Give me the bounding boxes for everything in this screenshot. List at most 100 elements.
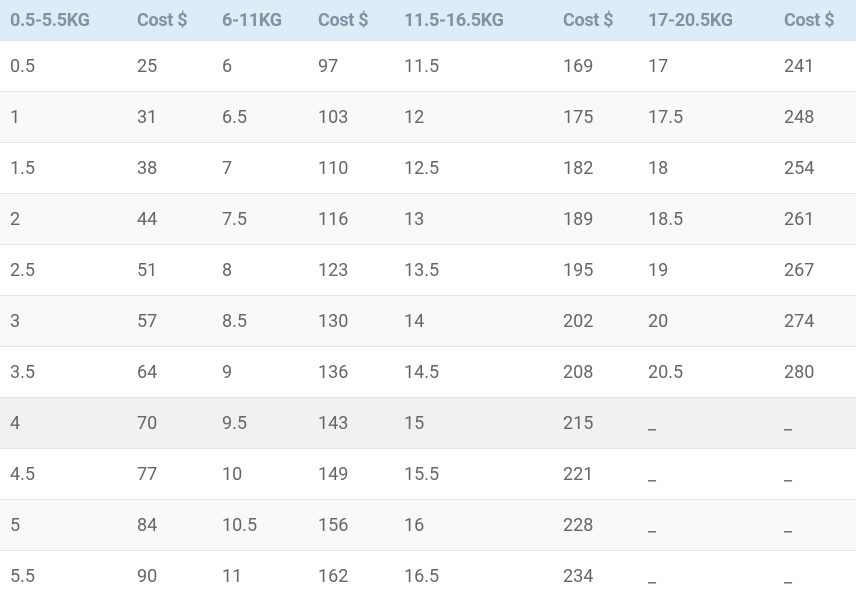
table-cell: 162 [308, 551, 394, 601]
table-cell: 4.5 [0, 449, 127, 500]
table-cell: 202 [553, 296, 638, 347]
table-cell: _ [774, 398, 856, 449]
table-cell: 195 [553, 245, 638, 296]
table-cell: 64 [127, 347, 212, 398]
table-cell: 110 [308, 143, 394, 194]
table-cell: 182 [553, 143, 638, 194]
table-cell: 51 [127, 245, 212, 296]
table-cell: 10 [212, 449, 308, 500]
table-cell: 208 [553, 347, 638, 398]
table-cell: 274 [774, 296, 856, 347]
table-cell: 215 [553, 398, 638, 449]
table-cell: 90 [127, 551, 212, 601]
table-cell: 228 [553, 500, 638, 551]
table-cell: 7 [212, 143, 308, 194]
table-cell: 267 [774, 245, 856, 296]
table-cell: 2 [0, 194, 127, 245]
table-cell: 84 [127, 500, 212, 551]
table-cell: _ [638, 551, 774, 601]
table-cell: 175 [553, 92, 638, 143]
table-cell: 149 [308, 449, 394, 500]
table-cell: 31 [127, 92, 212, 143]
table-cell: 97 [308, 41, 394, 92]
table-cell: _ [774, 500, 856, 551]
table-cell: 4 [0, 398, 127, 449]
header-cell: 11.5-16.5KG [394, 0, 553, 41]
header-cell: Cost $ [127, 0, 212, 41]
table-cell: _ [638, 500, 774, 551]
table-cell: 10.5 [212, 500, 308, 551]
table-cell: 11.5 [394, 41, 553, 92]
table-cell: 254 [774, 143, 856, 194]
table-cell: 19 [638, 245, 774, 296]
table-cell: 8.5 [212, 296, 308, 347]
table-cell: 234 [553, 551, 638, 601]
table-cell: 20 [638, 296, 774, 347]
header-cell: 6-11KG [212, 0, 308, 41]
table-cell: 2.5 [0, 245, 127, 296]
table-cell: 7.5 [212, 194, 308, 245]
table-cell: 12 [394, 92, 553, 143]
table-cell: 1 [0, 92, 127, 143]
header-cell: Cost $ [308, 0, 394, 41]
table-cell: 189 [553, 194, 638, 245]
table-cell: 123 [308, 245, 394, 296]
table-cell: 14 [394, 296, 553, 347]
table-cell: 221 [553, 449, 638, 500]
table-cell: 14.5 [394, 347, 553, 398]
header-cell: 17-20.5KG [638, 0, 774, 41]
table-cell: 6 [212, 41, 308, 92]
table-cell: 17.5 [638, 92, 774, 143]
header-cell: 0.5-5.5KG [0, 0, 127, 41]
table-cell: _ [774, 449, 856, 500]
table-cell: 136 [308, 347, 394, 398]
table-cell: 6.5 [212, 92, 308, 143]
table-cell: 18 [638, 143, 774, 194]
table-cell: 9.5 [212, 398, 308, 449]
header-cell: Cost $ [553, 0, 638, 41]
header-cell: Cost $ [774, 0, 856, 41]
table-cell: 156 [308, 500, 394, 551]
table-cell: 103 [308, 92, 394, 143]
table-cell: 116 [308, 194, 394, 245]
table-cell: _ [774, 551, 856, 601]
table-cell: 13.5 [394, 245, 553, 296]
table-cell: 261 [774, 194, 856, 245]
table-cell: 16 [394, 500, 553, 551]
table-cell: 8 [212, 245, 308, 296]
table-cell: 44 [127, 194, 212, 245]
table-cell: 17 [638, 41, 774, 92]
table-cell: 3 [0, 296, 127, 347]
table-cell: _ [638, 449, 774, 500]
table-cell: 280 [774, 347, 856, 398]
table-cell: _ [638, 398, 774, 449]
table-cell: 9 [212, 347, 308, 398]
table-cell: 38 [127, 143, 212, 194]
table-cell: 20.5 [638, 347, 774, 398]
table-cell: 15.5 [394, 449, 553, 500]
table-cell: 5.5 [0, 551, 127, 601]
table-cell: 25 [127, 41, 212, 92]
table-cell: 12.5 [394, 143, 553, 194]
table-cell: 169 [553, 41, 638, 92]
table-cell: 248 [774, 92, 856, 143]
table-cell: 5 [0, 500, 127, 551]
table-cell: 57 [127, 296, 212, 347]
table-cell: 1.5 [0, 143, 127, 194]
table-cell: 16.5 [394, 551, 553, 601]
table-cell: 15 [394, 398, 553, 449]
table-cell: 70 [127, 398, 212, 449]
